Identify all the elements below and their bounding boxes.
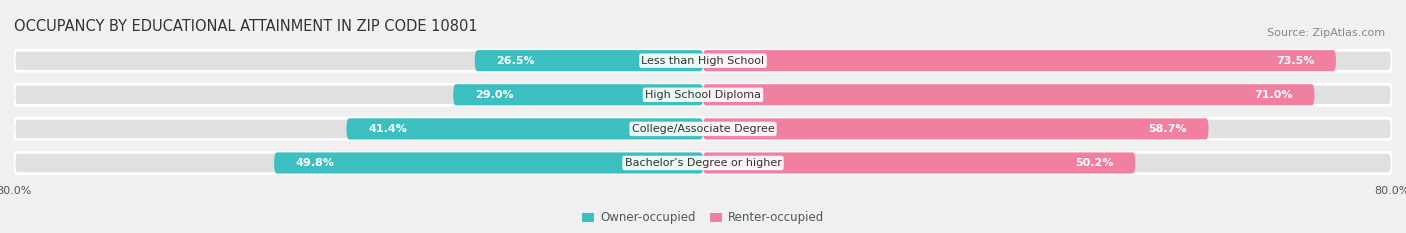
Text: 41.4%: 41.4% [368, 124, 406, 134]
FancyBboxPatch shape [703, 84, 1315, 105]
Text: Source: ZipAtlas.com: Source: ZipAtlas.com [1267, 28, 1385, 38]
Text: College/Associate Degree: College/Associate Degree [631, 124, 775, 134]
FancyBboxPatch shape [475, 50, 703, 71]
FancyBboxPatch shape [274, 152, 703, 174]
Text: 49.8%: 49.8% [295, 158, 335, 168]
Text: 58.7%: 58.7% [1149, 124, 1187, 134]
Text: 29.0%: 29.0% [475, 90, 513, 100]
Text: High School Diploma: High School Diploma [645, 90, 761, 100]
FancyBboxPatch shape [703, 152, 1135, 174]
FancyBboxPatch shape [14, 152, 1392, 174]
FancyBboxPatch shape [703, 118, 1209, 140]
Legend: Owner-occupied, Renter-occupied: Owner-occupied, Renter-occupied [578, 206, 828, 229]
Text: OCCUPANCY BY EDUCATIONAL ATTAINMENT IN ZIP CODE 10801: OCCUPANCY BY EDUCATIONAL ATTAINMENT IN Z… [14, 19, 478, 34]
Text: 73.5%: 73.5% [1277, 56, 1315, 66]
FancyBboxPatch shape [703, 50, 1336, 71]
Text: 50.2%: 50.2% [1076, 158, 1114, 168]
FancyBboxPatch shape [14, 118, 1392, 140]
Text: 26.5%: 26.5% [496, 56, 534, 66]
Text: Bachelor’s Degree or higher: Bachelor’s Degree or higher [624, 158, 782, 168]
FancyBboxPatch shape [14, 84, 1392, 105]
FancyBboxPatch shape [453, 84, 703, 105]
Text: 71.0%: 71.0% [1254, 90, 1294, 100]
FancyBboxPatch shape [14, 50, 1392, 71]
Text: Less than High School: Less than High School [641, 56, 765, 66]
FancyBboxPatch shape [346, 118, 703, 140]
